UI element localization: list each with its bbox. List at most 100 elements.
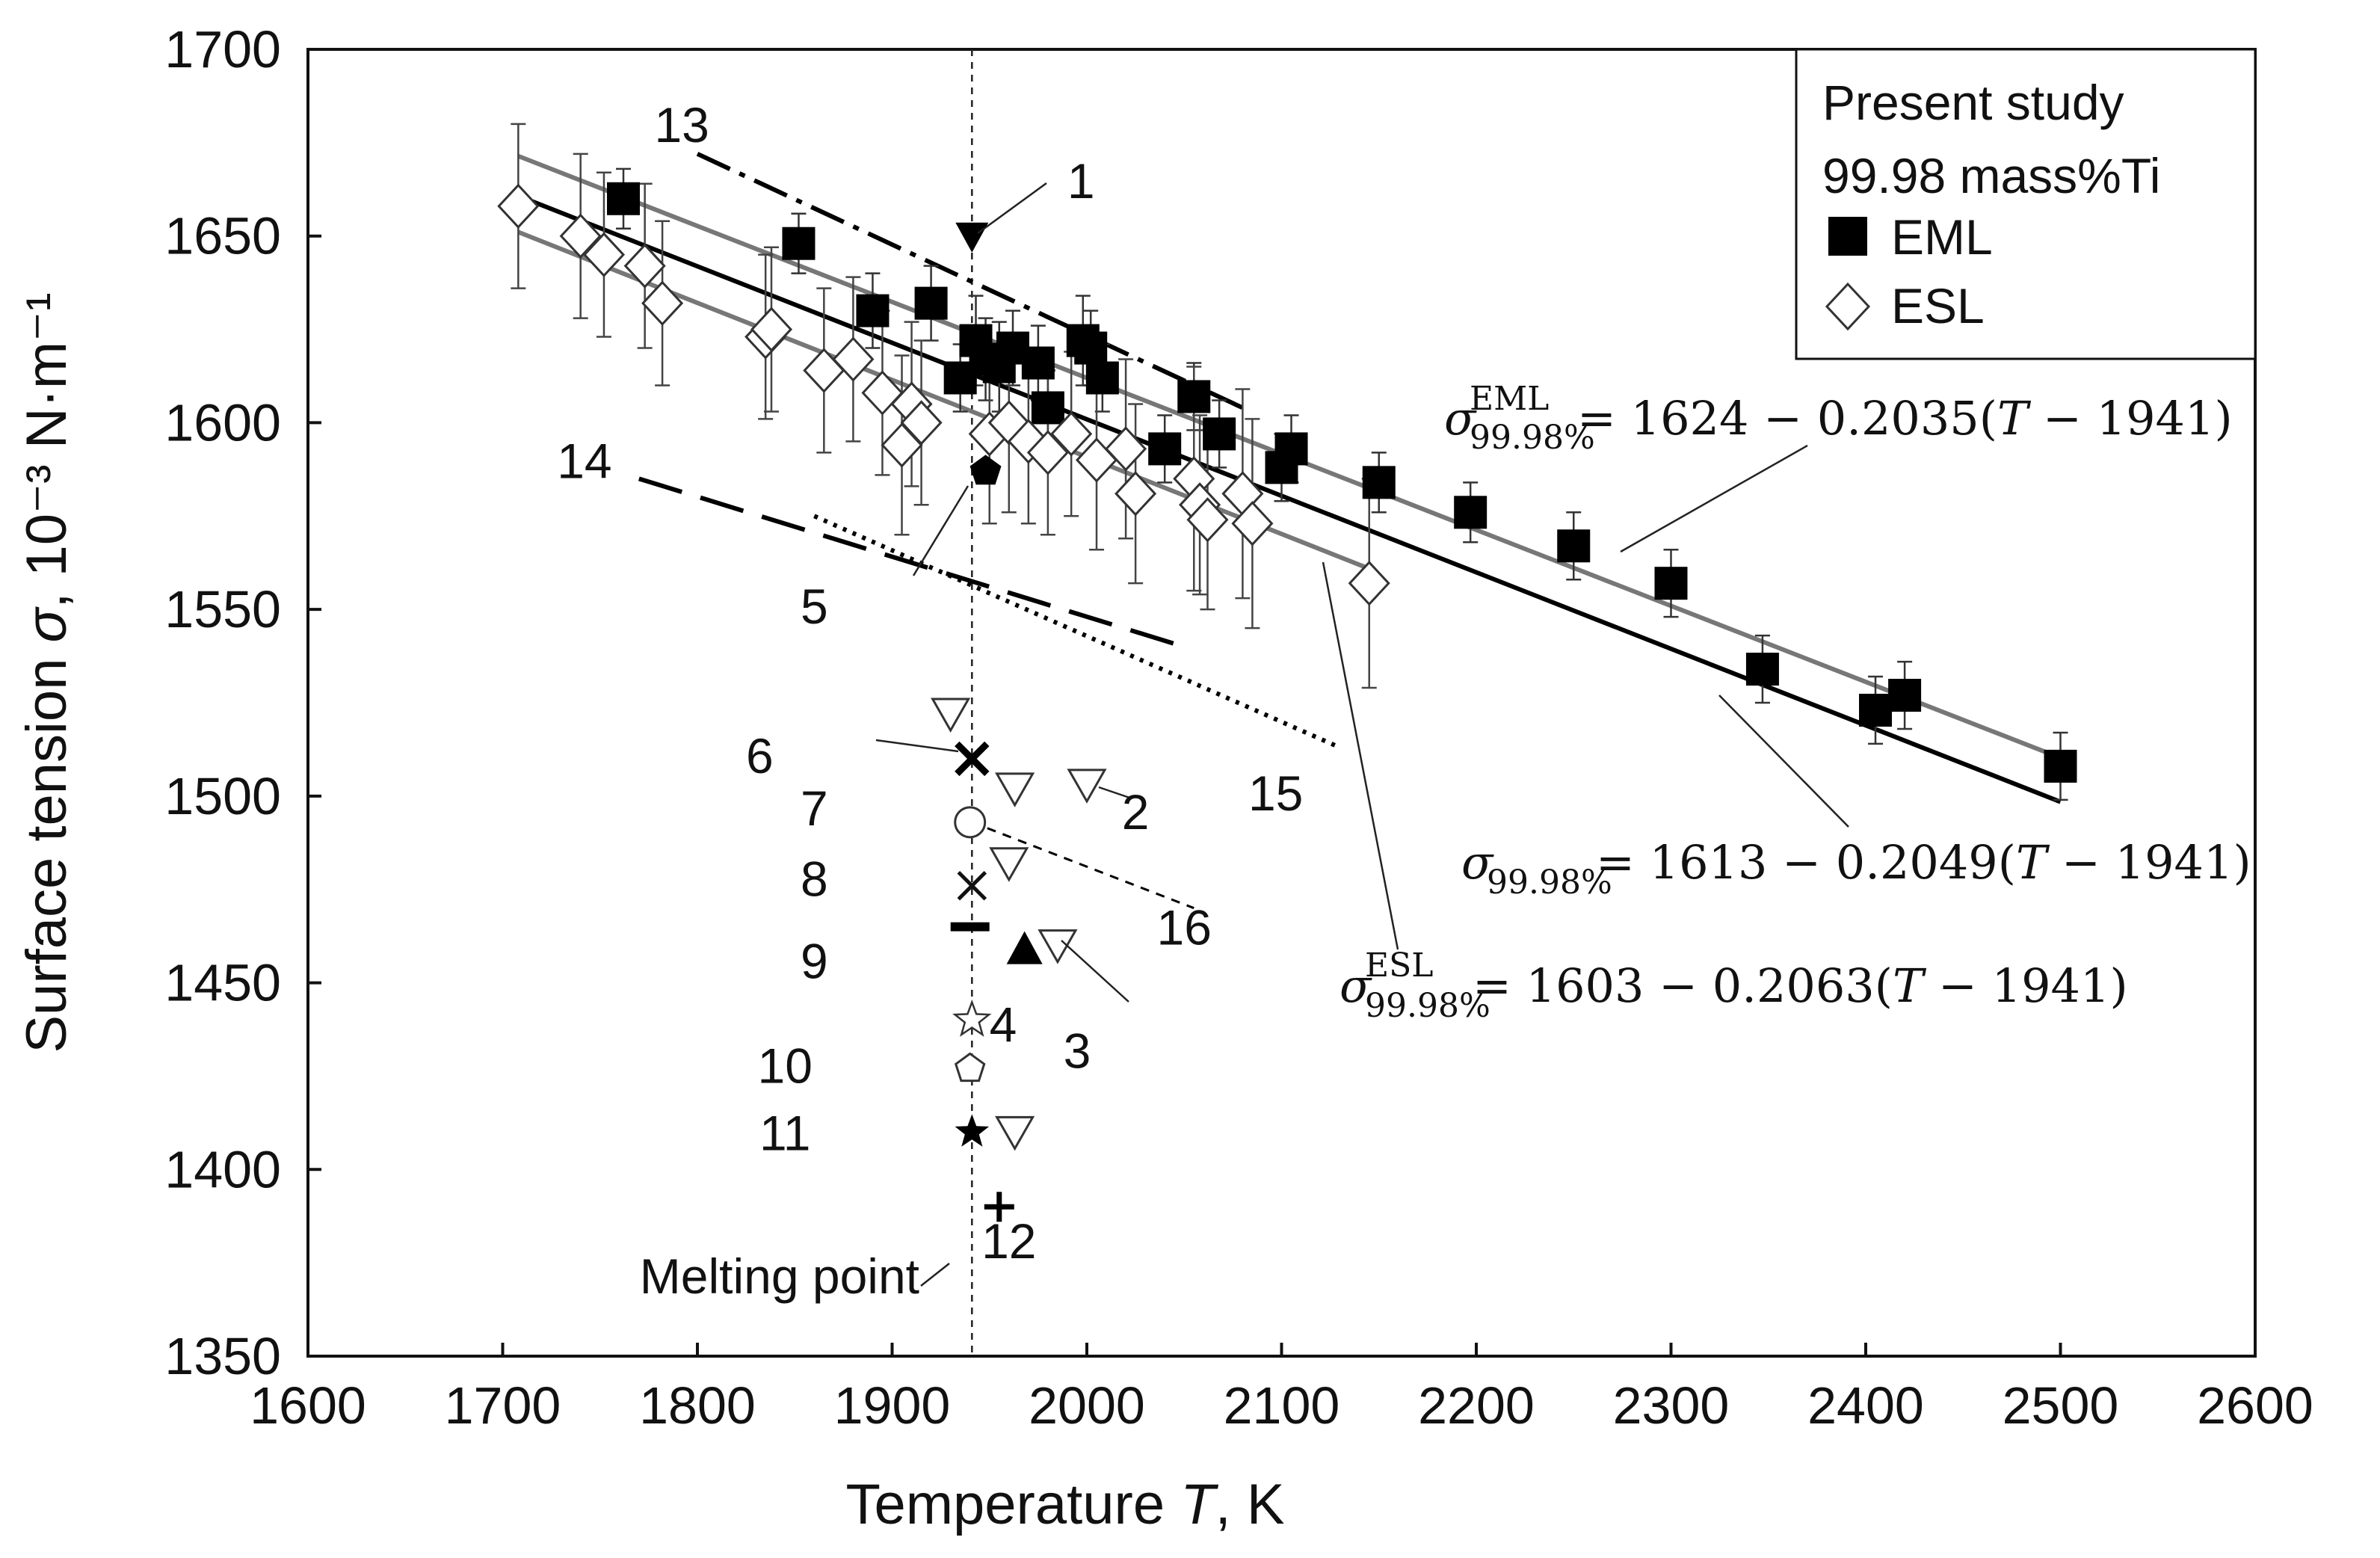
x-axis-title: Temperature T, K	[845, 1473, 1284, 1536]
x-axis-ticks: 1600 1700 1800 1900 2000 2100 2200 2300 2400 2500…	[250, 1343, 2313, 1435]
eml-point	[1203, 417, 1236, 451]
y-tick-label: 1500	[164, 767, 281, 825]
eml-point	[1557, 529, 1591, 563]
literature-point-10	[954, 1052, 986, 1083]
literature-point-3	[1038, 929, 1078, 964]
esl-point	[1348, 560, 1390, 606]
y-tick-label: 1600	[164, 393, 281, 452]
annotation-label-12: 12	[981, 1213, 1036, 1269]
x-axis-title-main: Temperature	[845, 1473, 1180, 1536]
eml-point	[1177, 380, 1211, 413]
x-tick-label: 2200	[1418, 1376, 1535, 1435]
annotation-leaders	[875, 182, 1849, 1287]
literature-line-13	[696, 152, 1244, 410]
eq-eml-var: T	[1997, 391, 2032, 446]
esl-point	[900, 400, 943, 446]
literature-point-3	[931, 698, 971, 733]
literature-point-7	[954, 806, 987, 839]
literature-point-8	[957, 870, 987, 901]
eq-eml-sup: EML	[1470, 380, 1549, 418]
annotation-label-15: 15	[1248, 766, 1303, 821]
annotation-label-9: 9	[801, 934, 828, 989]
literature-point-12	[984, 1192, 1014, 1222]
y-axis-ticks: 1350 1400 1450 1500 1550 1600 1650 1700	[164, 20, 321, 1385]
eml-point	[1021, 346, 1055, 380]
annotation-label-2: 2	[1122, 784, 1150, 840]
literature-point-3	[995, 1115, 1035, 1151]
eml-point	[1654, 567, 1688, 600]
literature-point-3	[1006, 931, 1043, 964]
eml-point	[1074, 331, 1108, 365]
eq-all-var: T	[2016, 835, 2050, 890]
annotation-label-11: 11	[759, 1105, 811, 1160]
annotation-label-4: 4	[990, 997, 1017, 1053]
annotation-label-6: 6	[746, 728, 774, 783]
x-tick-label: 2400	[1807, 1376, 1924, 1435]
melting-point-label: Melting point	[640, 1248, 919, 1304]
eq-all-rhs-b: − 1941)	[2047, 835, 2251, 890]
x-tick-label: 2600	[2197, 1376, 2313, 1435]
leader-melting	[920, 1263, 950, 1287]
x-tick-label: 2000	[1029, 1376, 1145, 1435]
annotation-label-3: 3	[1064, 1023, 1091, 1078]
annotation-label-7: 7	[801, 780, 828, 836]
annotation-label-13: 13	[654, 97, 709, 153]
x-tick-label: 1900	[834, 1376, 951, 1435]
leader-2	[1098, 786, 1132, 800]
eq-eml-rhs-a: = 1624 − 0.2035(	[1577, 391, 1997, 446]
literature-lines	[638, 152, 1341, 910]
literature-line-16	[971, 821, 1194, 910]
esl-point	[1026, 430, 1069, 475]
annotation-label-8: 8	[801, 852, 828, 907]
esl-point	[641, 280, 684, 326]
eml-point	[782, 227, 816, 260]
eq-esl-var: T	[1893, 958, 1927, 1013]
literature-line-14	[638, 476, 1186, 649]
leader-1	[977, 182, 1047, 235]
melting-point-group: Melting point	[640, 49, 973, 1356]
legend-eml-marker	[1828, 217, 1867, 256]
leader-eq-esl	[1322, 561, 1399, 950]
eml-point	[914, 286, 948, 320]
x-tick-label: 2500	[2003, 1376, 2119, 1435]
literature-point-9	[950, 922, 990, 932]
leader-3	[1061, 940, 1129, 1003]
esl-point	[497, 183, 540, 229]
eq-all-sub: 99.98%	[1487, 863, 1612, 902]
annotation-label-14: 14	[557, 433, 611, 488]
eq-esl-rhs-b: − 1941)	[1923, 958, 2127, 1013]
svg-text:= 1613 − 0.2049(T − 1941): = 1613 − 0.2049(T − 1941)	[1596, 835, 2251, 890]
eml-point	[1031, 391, 1064, 425]
eml-point	[1745, 653, 1779, 686]
y-tick-label: 1650	[164, 207, 281, 265]
legend: Present study 99.98 mass%Ti EML ESL	[1795, 48, 2257, 360]
esl-point	[623, 243, 666, 289]
eq-esl-rhs-a: = 1603 − 0.2063(	[1473, 958, 1893, 1013]
eq-eml-rhs-b: − 1941)	[2028, 391, 2232, 446]
esl-point	[1105, 426, 1147, 472]
esl-point	[750, 307, 793, 352]
svg-text:σ: σ	[1444, 391, 1477, 446]
series-markers	[497, 182, 2077, 783]
x-tick-label: 2100	[1224, 1376, 1340, 1435]
literature-point-11	[955, 1114, 990, 1147]
equation-esl: σ ESL 99.98% = 1603 − 0.2063(T − 1941)	[1339, 946, 2128, 1025]
svg-text:= 1624 − 0.2035(T − 1941): = 1624 − 0.2035(T − 1941)	[1577, 391, 2233, 446]
equation-all: σ 99.98% = 1613 − 0.2049(T − 1941)	[1461, 835, 2251, 902]
literature-point-4	[952, 999, 992, 1037]
y-axis-title: Surface tension σ, 10⁻³ N·m⁻¹	[15, 292, 78, 1053]
y-axis-title-main: Surface tension	[15, 642, 78, 1053]
literature-point-2	[1067, 769, 1107, 804]
svg-text:= 1603 − 0.2063(T − 1941): = 1603 − 0.2063(T − 1941)	[1473, 958, 2128, 1013]
eq-eml-sym: σ	[1444, 391, 1477, 446]
x-tick-label: 1700	[445, 1376, 561, 1435]
annotation-label-16: 16	[1157, 900, 1212, 955]
y-axis-title-unit: , 10⁻³ N·m⁻¹	[15, 292, 78, 608]
annotation-label-5: 5	[801, 579, 828, 634]
y-tick-label: 1450	[164, 954, 281, 1012]
legend-title-2: 99.98 mass%Ti	[1822, 148, 2160, 203]
eml-point	[856, 294, 890, 327]
leader-5	[912, 485, 969, 576]
x-tick-label: 1800	[639, 1376, 756, 1435]
